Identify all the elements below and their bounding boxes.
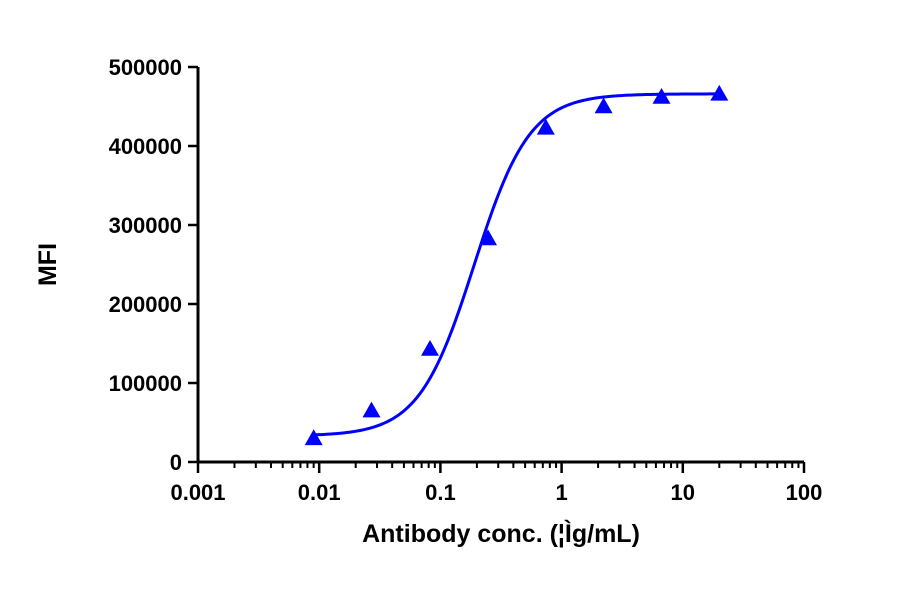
x-tick-label: 0.01: [298, 480, 341, 505]
x-ticks: 0.001 0.01 0.1 1 10 100: [170, 462, 822, 505]
x-tick-label: 100: [786, 480, 823, 505]
axes: [196, 67, 804, 464]
data-point-triangle: [652, 88, 671, 104]
x-tick-label: 0.001: [170, 480, 225, 505]
data-point-triangle: [304, 429, 323, 446]
y-tick-label: 400000: [109, 134, 182, 159]
data-point-triangle: [594, 97, 613, 114]
y-axis-title: MFI: [34, 243, 62, 286]
x-tick-label: 10: [671, 480, 695, 505]
fit-curve: [313, 92, 720, 437]
y-tick-label: 0: [170, 450, 182, 475]
x-tick-label: 1: [555, 480, 567, 505]
y-tick-label: 500000: [109, 55, 182, 80]
y-ticks: 0 100000 200000 300000 400000 500000: [109, 55, 198, 475]
data-point-triangle: [710, 84, 729, 101]
y-tick-label: 300000: [109, 213, 182, 238]
data-point-triangle: [362, 401, 381, 418]
y-tick-label: 100000: [109, 371, 182, 396]
data-point-triangle: [536, 118, 555, 135]
data-points: [304, 84, 729, 446]
data-point-triangle: [479, 229, 497, 246]
data-point-triangle: [421, 340, 439, 356]
y-tick-label: 200000: [109, 292, 182, 317]
x-axis-title: Antibody conc. (¦Ìg/mL): [362, 519, 640, 548]
x-minor-ticks: [233, 462, 800, 468]
x-tick-label: 0.1: [425, 480, 456, 505]
